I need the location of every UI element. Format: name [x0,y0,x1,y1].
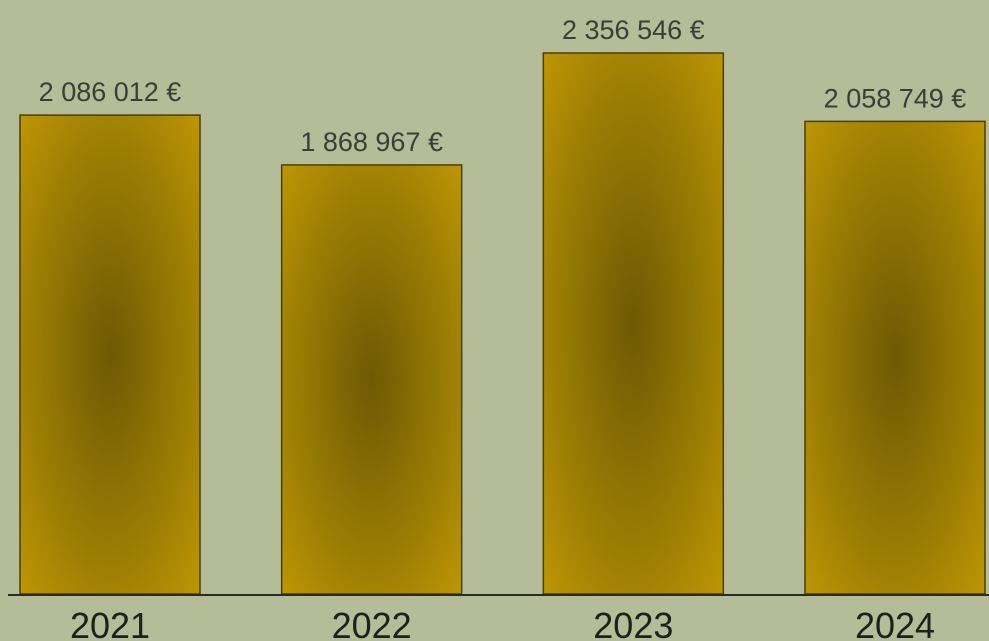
value-label-2021: 2 086 012 € [39,77,182,107]
bar-2023 [542,52,725,595]
value-labels-layer: 2 086 012 € 1 868 967 € 2 356 546 € 2 058 7… [39,15,967,157]
x-tick-label-2024: 2024 [855,605,935,641]
bar-2022 [280,164,463,595]
x-tick-label-2023: 2023 [593,605,673,641]
bars-layer [19,52,986,595]
bar-2024 [804,120,986,595]
value-label-2022: 1 868 967 € [300,127,443,157]
value-label-2024: 2 058 749 € [824,83,967,113]
bar-2021 [19,114,201,595]
x-tick-label-2022: 2022 [332,605,412,641]
tick-labels-layer: 2021 2022 2023 2024 [70,605,935,641]
x-tick-label-2021: 2021 [70,605,150,641]
value-label-2023: 2 356 546 € [562,15,705,45]
